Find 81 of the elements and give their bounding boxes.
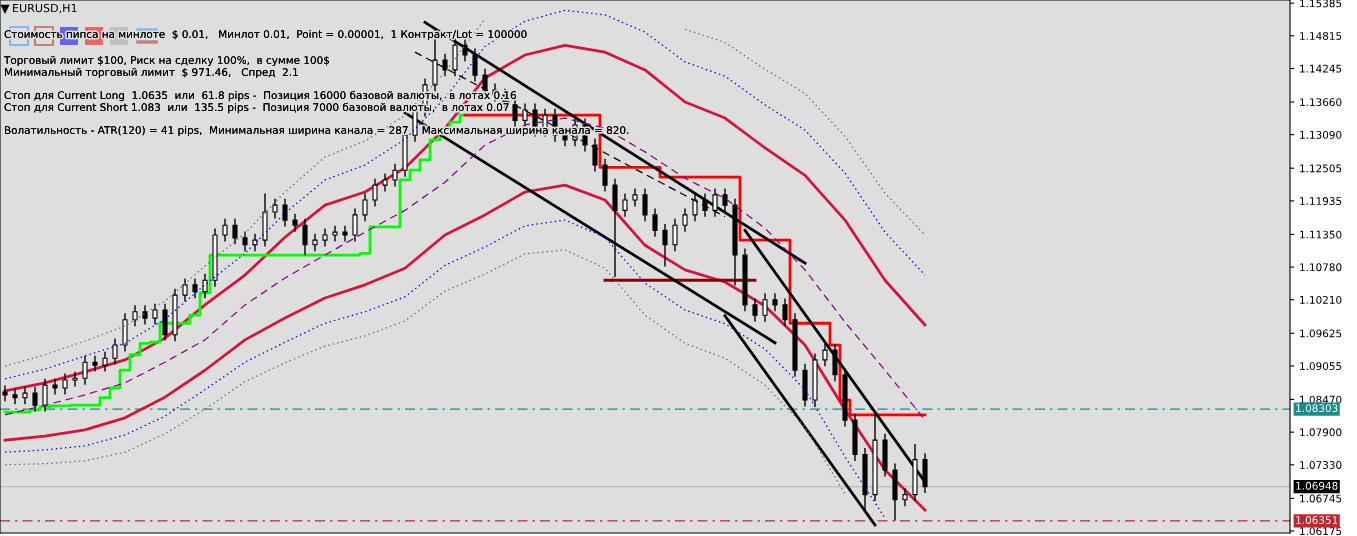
- candlestick: [662, 223, 668, 267]
- y-tick-label: 1.13660: [1300, 98, 1342, 107]
- annotation: Минимальный торговый лимит $ 971.46, Спред 2.1: [5, 67, 298, 79]
- candlestick: [292, 213, 298, 232]
- candlestick: [252, 233, 258, 252]
- candlestick: [142, 305, 148, 325]
- candlestick: [362, 193, 368, 222]
- candlestick: [132, 305, 138, 327]
- line-series: [3, 183, 927, 512]
- candlestick: [622, 193, 628, 217]
- y-tick-label: 1.14245: [1300, 64, 1342, 73]
- candlestick: [592, 138, 598, 172]
- y-tick-label: 1.07330: [1300, 461, 1342, 469]
- y-tick-label: 1.06745: [1300, 494, 1342, 503]
- candlestick: [462, 38, 468, 62]
- y-tick-label: 1.06175: [1300, 527, 1342, 536]
- y-tick-label: 1.12505: [1300, 164, 1342, 173]
- candlestick: [762, 293, 768, 322]
- candlestick: [322, 228, 328, 247]
- candlestick: [232, 218, 238, 245]
- candlestick: [352, 208, 358, 242]
- annotation: Торговый лимит $100, Риск на сделку 100%, в сумме 100$: [3, 55, 329, 67]
- candlestick: [182, 278, 188, 302]
- candlestick: [242, 231, 248, 252]
- candlestick: [272, 198, 278, 219]
- candlestick: [152, 303, 158, 325]
- y-tick-label: 1.10210: [1300, 295, 1342, 304]
- candlestick: [652, 208, 658, 237]
- candlestick: [282, 198, 288, 227]
- candlestick: [772, 293, 778, 312]
- candlestick: [22, 386, 28, 405]
- candlestick: [312, 233, 318, 252]
- candlestick: [752, 298, 758, 322]
- candlestick: [332, 225, 338, 242]
- candlestick: [902, 488, 908, 507]
- y-tick-label: 1.11350: [1300, 230, 1342, 239]
- ref-line-label: 1.06948: [1296, 481, 1338, 490]
- candlestick: [62, 373, 68, 395]
- candlestick: [822, 343, 828, 367]
- y-tick-label: 1.10780: [1300, 263, 1342, 272]
- candlestick: [102, 351, 108, 372]
- candlestick: [642, 188, 648, 222]
- line-series: [684, 28, 926, 236]
- candlestick: [52, 378, 58, 395]
- y-tick-label: 1.07900: [1300, 428, 1342, 437]
- candlestick: [672, 218, 678, 252]
- candlestick: [32, 386, 38, 412]
- candlestick: [602, 158, 608, 192]
- candlestick: [632, 188, 638, 207]
- candlestick: [72, 371, 78, 387]
- y-tick-label: 1.13090: [1300, 130, 1342, 139]
- y-tick-label: 1.14815: [1300, 32, 1342, 40]
- line-series: [4, 117, 926, 421]
- candlestick: [92, 355, 98, 372]
- candlestick: [522, 103, 528, 127]
- candlestick: [722, 188, 728, 212]
- y-tick-label: 1.15385: [1300, 0, 1342, 8]
- candlestick: [302, 218, 308, 256]
- candlestick: [202, 273, 208, 299]
- line-series: [4, 249, 846, 495]
- candlestick: [392, 163, 398, 187]
- candlestick: [42, 378, 48, 412]
- candlestick: [222, 218, 228, 242]
- chart-title: EURUSD,H1: [13, 3, 77, 14]
- ref-line-label: 1.06351: [1296, 516, 1338, 524]
- candlestick: [782, 298, 788, 327]
- candlestick: [112, 338, 118, 365]
- candlestick: [372, 178, 378, 207]
- candlestick: [82, 355, 88, 385]
- candlestick: [512, 98, 518, 127]
- y-tick-label: 1.09055: [1300, 362, 1342, 371]
- y-tick-label: 1.11935: [1300, 197, 1342, 205]
- line-series: [4, 219, 886, 519]
- ref-line-label: 1.08303: [1296, 404, 1338, 413]
- candlestick: [682, 208, 688, 232]
- y-tick-label: 1.09625: [1300, 329, 1342, 338]
- y-tick-label: 1.08470: [1300, 395, 1342, 404]
- candlestick: [382, 173, 388, 192]
- candlestick: [12, 388, 18, 405]
- candlestick: [342, 225, 348, 242]
- candlestick: [192, 278, 198, 299]
